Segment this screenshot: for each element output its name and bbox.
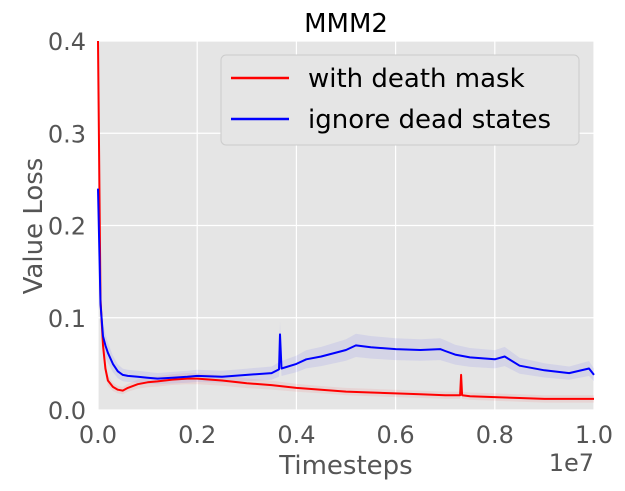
series-line-0: [97, 40, 594, 400]
y-tick-label: 0.1: [48, 305, 86, 333]
y-axis-label: Value Loss: [19, 158, 49, 295]
x-tick-label: 1.0: [575, 421, 613, 449]
x-tick-label: 0.6: [377, 421, 415, 449]
y-tick-label: 0.0: [48, 397, 86, 425]
y-axis-ticks: 0.0 0.1 0.2 0.3 0.4: [48, 28, 86, 425]
x-tick-label: 0.2: [178, 421, 216, 449]
legend-label-with-death-mask: with death mask: [308, 64, 525, 94]
chart-title: MMM2: [304, 9, 388, 39]
x-tick-label: 0.8: [476, 421, 514, 449]
x-offset-label: 1e7: [549, 449, 594, 477]
legend: with death mask ignore dead states: [220, 54, 580, 146]
x-axis-ticks: 0.0 0.2 0.4 0.6 0.8 1.0: [79, 421, 613, 449]
series-line-1: [97, 188, 595, 380]
legend-label-ignore-dead-states: ignore dead states: [308, 105, 551, 135]
x-tick-label: 0.4: [277, 421, 315, 449]
legend-box: [220, 54, 580, 146]
x-tick-label: 0.0: [79, 421, 117, 449]
y-tick-label: 0.2: [48, 213, 86, 241]
y-tick-label: 0.3: [48, 120, 86, 148]
series-lines: [97, 40, 595, 400]
y-tick-label: 0.4: [48, 28, 86, 56]
x-axis-label: Timesteps: [278, 451, 412, 481]
